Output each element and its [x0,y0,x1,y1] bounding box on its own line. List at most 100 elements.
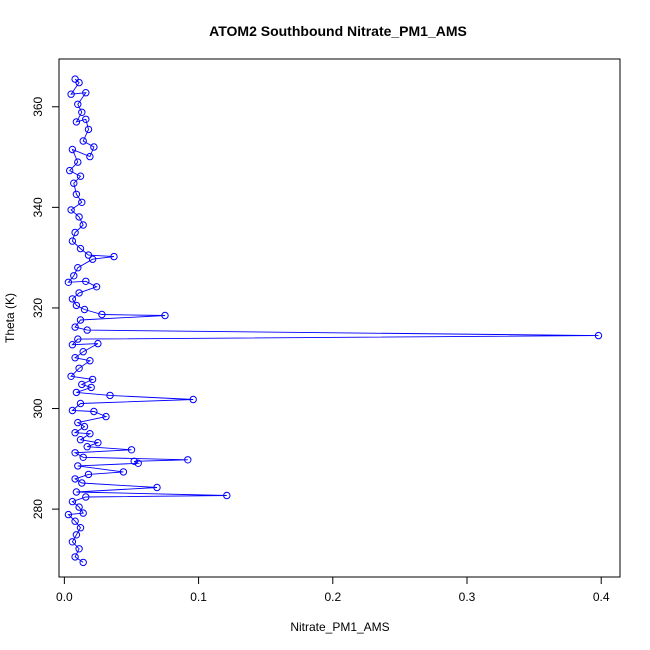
data-point [68,497,77,506]
data-point [68,406,77,415]
data-point [84,125,93,134]
data-point [78,108,86,117]
data-point [98,310,106,319]
data-point [68,538,77,546]
x-axis: 0.0 0.1 0.2 0.3 0.4 [56,576,610,604]
data-point [79,453,87,461]
y-tick-label: 300 [31,398,45,418]
data-point [64,510,73,519]
data-point [79,558,87,567]
data-point [84,251,93,259]
y-tick-label: 340 [31,197,45,217]
data-point [153,483,161,492]
data-point [75,545,83,553]
data-point [90,143,98,151]
data-point [74,158,82,166]
y-axis: 280 300 320 340 360 [31,96,60,519]
data-point [71,449,79,457]
data-point [75,213,83,221]
data-point [71,354,79,362]
data-point [68,341,77,349]
y-tick-label: 280 [31,499,45,519]
data-point [75,503,83,511]
data-point [127,446,136,454]
data-point [92,283,101,291]
data-point [94,339,102,348]
data-point [130,457,138,465]
data-point [78,479,86,487]
data-point [70,272,78,280]
data-point [84,470,93,479]
data-point [80,305,89,314]
data-point [75,364,83,372]
data-point [184,456,192,464]
data-point [71,429,79,437]
data-point [82,89,90,97]
data-point [94,439,102,447]
data-point [66,166,74,175]
data-point [75,78,83,87]
data-point [72,301,81,310]
data-point [75,289,83,297]
data-point [82,493,90,501]
data-point [74,418,82,427]
data-point [71,323,79,331]
data-point [83,443,91,451]
data-point [64,278,73,286]
data-point [74,100,82,109]
data-point [594,331,603,340]
data-point [76,172,85,180]
series-line [67,78,599,563]
data-point [68,295,77,303]
data-point [76,524,85,532]
y-tick-label: 320 [31,298,45,318]
data-point [72,190,81,199]
x-tick-label: 0.0 [56,590,73,604]
data-point [223,491,231,500]
data-point [79,509,87,517]
data-point [88,255,97,263]
data-point [161,311,169,320]
data-point [106,391,114,400]
data-point [83,326,91,334]
data-point [78,198,86,207]
x-tick-label: 0.3 [459,590,476,604]
data-point [67,90,75,98]
data-point [72,388,81,397]
data-point [189,395,197,404]
data-point [80,422,89,431]
data-point [72,488,81,496]
data-point [78,380,86,389]
plot-frame [58,58,621,578]
data-point [76,399,85,408]
data-point [74,462,82,470]
data-point [90,407,98,416]
data-point [119,468,128,476]
data-point [76,244,85,253]
data-point [70,179,78,187]
x-tick-label: 0.2 [324,590,341,604]
y-tick-label: 360 [31,96,45,116]
chart-title: ATOM2 Southbound Nitrate_PM1_AMS [209,23,467,39]
data-point [68,237,77,245]
data-point [76,436,85,444]
data-point [86,430,94,438]
data-point [74,264,82,272]
data-point [82,277,90,285]
x-tick-label: 0.1 [190,590,207,604]
data-point [79,137,87,145]
x-axis-label: Nitrate_PM1_AMS [290,620,389,634]
data-point [71,553,79,561]
data-point [68,145,77,154]
data-point [67,372,75,380]
data-point [110,252,118,261]
y-axis-label: Theta (K) [3,293,17,343]
data-point [79,348,87,356]
series-layer [64,75,603,567]
data-point [86,152,94,161]
data-point [134,459,142,467]
data-point [72,118,81,126]
data-point [71,475,79,483]
data-point [72,531,81,539]
